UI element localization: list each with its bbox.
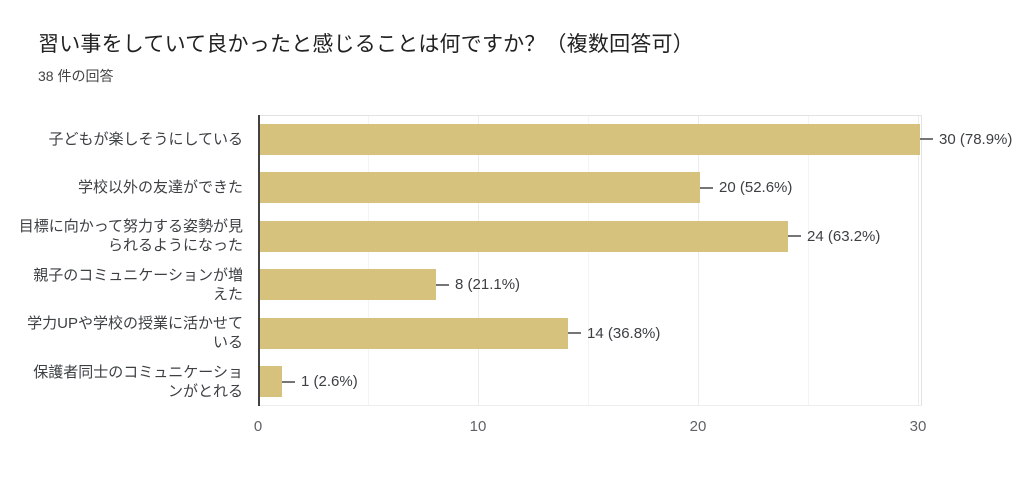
bar-value-label: 24 (63.2%) — [807, 227, 881, 245]
minor-gridline — [808, 116, 809, 405]
x-axis: 0 10 20 30 — [0, 406, 1024, 436]
bar-zone: 1 (2.6%) — [260, 358, 1024, 407]
bar-value-label: 20 (52.6%) — [719, 179, 793, 197]
bar-value-label: 14 (36.8%) — [587, 324, 661, 342]
category-label: 保護者同士のコミュニケーショ ンがとれる — [33, 363, 243, 400]
bar — [260, 366, 282, 398]
response-count: 38 件の回答 — [38, 68, 114, 84]
bar-connector-line — [788, 235, 801, 238]
y-axis-line — [258, 115, 260, 406]
bar-row: 学校以外の友達ができた 20 (52.6%) — [0, 164, 1024, 213]
question-title: 習い事をしていて良かったと感じることは何ですか？（複数回答可） — [38, 33, 694, 56]
bar-connector-line — [568, 332, 581, 335]
bar-connector-line — [700, 186, 713, 189]
bar — [260, 317, 568, 349]
bar — [260, 269, 436, 301]
bar-value-label: 8 (21.1%) — [455, 276, 521, 294]
bar-zone: 8 (21.1%) — [260, 261, 1024, 310]
bar-zone: 30 (78.9%) — [260, 115, 1024, 164]
bar — [260, 123, 920, 155]
horizontal-bar-chart: 子どもが楽しそうにしている 30 (78.9%) 学校以外の友達ができた 20 (52… — [0, 115, 1024, 455]
bar-value-label: 30 (78.9%) — [939, 130, 1013, 148]
category-label: 親子のコミュニケーションが増 えた — [33, 266, 243, 303]
bar-zone: 24 (63.2%) — [260, 212, 1024, 261]
minor-gridline — [588, 116, 589, 405]
x-tick-label: 20 — [689, 418, 707, 435]
bar-rows: 子どもが楽しそうにしている 30 (78.9%) 学校以外の友達ができた 20 (52… — [0, 115, 1024, 406]
bar-connector-line — [282, 380, 295, 383]
bar-row: 子どもが楽しそうにしている 30 (78.9%) — [0, 115, 1024, 164]
bar-connector-line — [920, 138, 933, 141]
plot-area — [258, 115, 922, 406]
category-label: 目標に向かって努力する姿勢が見 られるようになった — [18, 218, 243, 255]
x-tick-label: 10 — [469, 418, 487, 435]
x-tick-label: 0 — [253, 418, 263, 435]
bar-row: 親子のコミュニケーションが増 えた 8 (21.1%) — [0, 261, 1024, 310]
category-label: 学校以外の友達ができた — [77, 179, 243, 197]
bar — [260, 220, 788, 252]
bar-row: 保護者同士のコミュニケーショ ンがとれる 1 (2.6%) — [0, 358, 1024, 407]
bar-row: 目標に向かって努力する姿勢が見 られるようになった 24 (63.2%) — [0, 212, 1024, 261]
bar-zone: 14 (36.8%) — [260, 309, 1024, 358]
category-label: 子どもが楽しそうにしている — [48, 130, 243, 148]
bar — [260, 172, 700, 204]
minor-gridline — [368, 116, 369, 405]
x-tick-label: 30 — [909, 418, 927, 435]
bar-row: 学力UPや学校の授業に活かせて いる 14 (36.8%) — [0, 309, 1024, 358]
category-label: 学力UPや学校の授業に活かせて いる — [27, 315, 243, 352]
bar-value-label: 1 (2.6%) — [301, 373, 358, 391]
bar-connector-line — [436, 283, 449, 286]
major-gridline — [918, 116, 919, 405]
major-gridline — [698, 116, 699, 405]
bar-zone: 20 (52.6%) — [260, 164, 1024, 213]
chart-header: 習い事をしていて良かったと感じることは何ですか？（複数回答可） 38 件の回答 — [38, 30, 998, 85]
major-gridline — [478, 116, 479, 405]
